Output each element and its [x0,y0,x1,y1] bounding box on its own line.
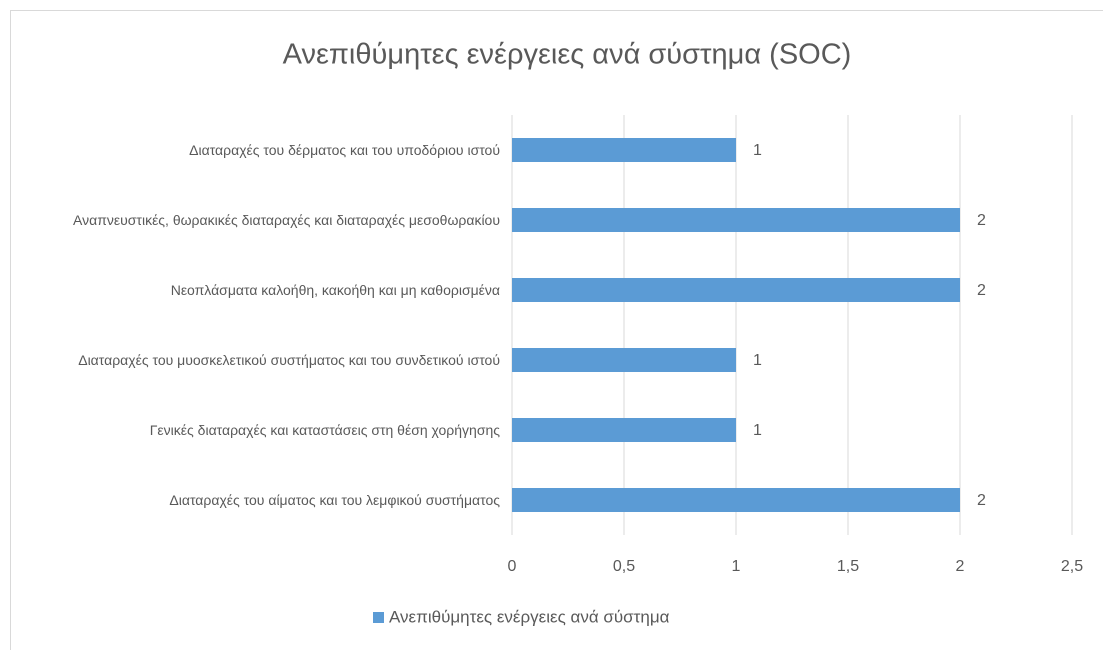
bar [512,348,736,372]
y-tick-label-box: Διαταραχές του αίματος και του λεμφικού … [10,490,500,510]
y-tick-label: Νεοπλάσματα καλοήθη, κακοήθη και μη καθο… [170,282,500,298]
bar [512,278,960,302]
x-tick-label: 2 [956,558,965,575]
y-tick-label: Διαταραχές του αίματος και του λεμφικού … [169,492,500,508]
data-label: 2 [977,492,986,509]
chart-title: Ανεπιθύμητες ενέργειες ανά σύστημα (SOC) [283,39,852,71]
x-tick-label: 0,5 [613,558,635,575]
y-tick-label-box: Νεοπλάσματα καλοήθη, κακοήθη και μη καθο… [10,280,500,300]
y-tick-label: Γενικές διαταραχές και καταστάσεις στη θ… [149,422,500,438]
chart-border [10,10,1103,650]
data-label: 1 [753,422,762,439]
y-tick-label-box: Διαταραχές του δέρματος και του υποδόριο… [10,140,500,160]
bar [512,208,960,232]
x-tick-label: 2,5 [1061,558,1083,575]
x-tick-label: 1 [732,558,741,575]
y-tick-label-box: Διαταραχές του μυοσκελετικού συστήματος … [10,350,500,370]
data-label: 2 [977,212,986,229]
y-tick-label-box: Γενικές διαταραχές και καταστάσεις στη θ… [10,420,500,440]
legend-label: Ανεπιθύμητες ενέργειες ανά σύστημα [389,607,670,626]
y-tick-label: Διαταραχές του μυοσκελετικού συστήματος … [78,352,500,368]
y-tick-label: Διαταραχές του δέρματος και του υποδόριο… [189,142,500,158]
legend-swatch [373,612,384,623]
x-tick-label: 1,5 [837,558,859,575]
y-tick-label: Αναπνευστικές, θωρακικές διαταραχές και … [73,212,500,228]
data-label: 2 [977,282,986,299]
data-label: 1 [753,142,762,159]
data-label: 1 [753,352,762,369]
bar [512,138,736,162]
y-tick-label-box: Αναπνευστικές, θωρακικές διαταραχές και … [10,210,500,230]
bar [512,488,960,512]
x-tick-label: 0 [508,558,517,575]
bar [512,418,736,442]
